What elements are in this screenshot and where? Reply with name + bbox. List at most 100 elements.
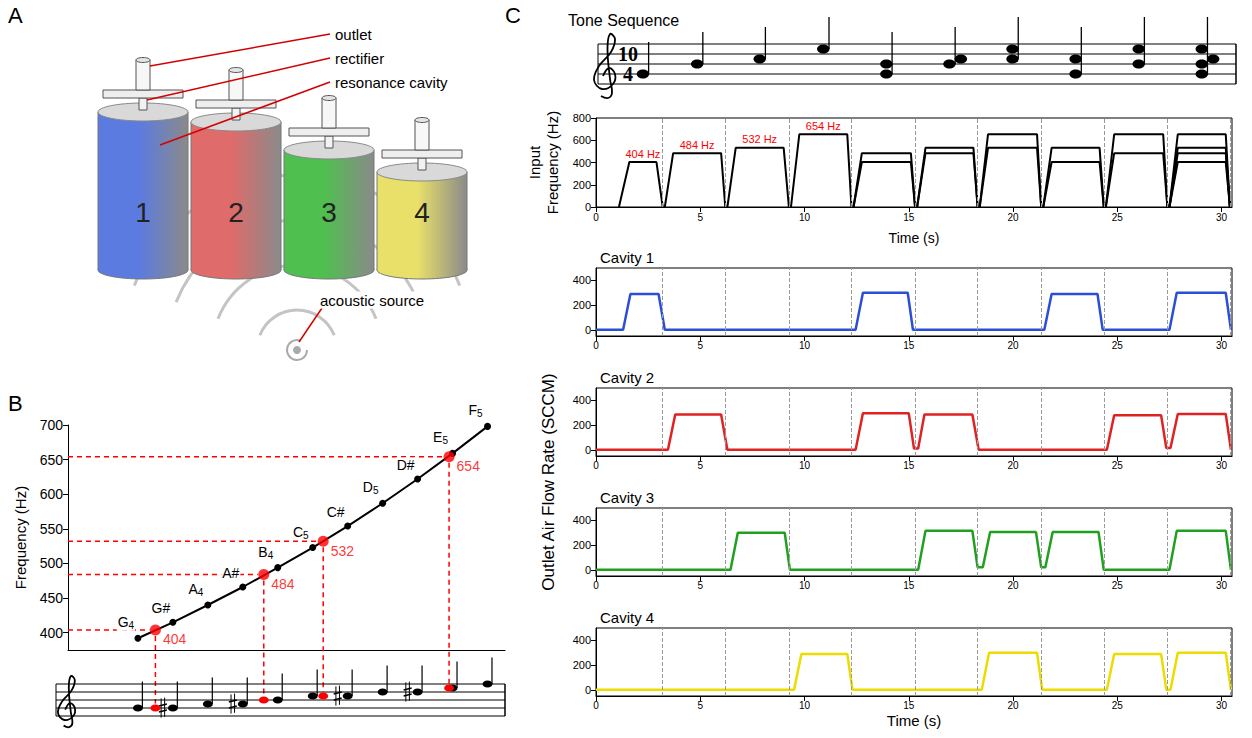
svg-text:0: 0: [593, 340, 599, 351]
svg-text:Frequency (Hz): Frequency (Hz): [12, 486, 29, 589]
svg-text:5: 5: [697, 212, 703, 223]
svg-text:20: 20: [1007, 212, 1019, 223]
svg-text:Cavity 2: Cavity 2: [600, 369, 654, 386]
svg-text:4: 4: [129, 620, 135, 631]
svg-text:15: 15: [903, 212, 915, 223]
svg-text:5: 5: [477, 408, 483, 419]
svg-text:C: C: [505, 3, 521, 28]
svg-text:10: 10: [799, 580, 811, 591]
svg-text:D#: D#: [397, 457, 415, 473]
svg-text:rectifier: rectifier: [335, 50, 384, 67]
svg-text:30: 30: [1216, 460, 1228, 471]
svg-text:654: 654: [457, 458, 481, 474]
svg-text:0: 0: [585, 201, 591, 213]
svg-text:654 Hz: 654 Hz: [806, 120, 841, 132]
svg-text:5: 5: [373, 485, 379, 496]
svg-text:700: 700: [40, 417, 64, 433]
svg-text:532: 532: [331, 543, 355, 559]
svg-text:5: 5: [303, 530, 309, 541]
svg-text:0: 0: [593, 212, 599, 223]
svg-text:4: 4: [623, 63, 633, 85]
svg-text:400: 400: [573, 157, 591, 169]
svg-text:15: 15: [903, 580, 915, 591]
svg-text:10: 10: [799, 212, 811, 223]
svg-text:2: 2: [228, 197, 244, 228]
svg-text:500: 500: [40, 555, 64, 571]
svg-text:Input: Input: [526, 145, 543, 179]
svg-text:200: 200: [573, 299, 591, 311]
svg-text:400: 400: [573, 514, 591, 526]
svg-text:4: 4: [268, 550, 274, 561]
svg-text:25: 25: [1112, 212, 1124, 223]
svg-text:532 Hz: 532 Hz: [742, 133, 777, 145]
svg-text:0: 0: [593, 580, 599, 591]
svg-text:resonance cavity: resonance cavity: [335, 74, 448, 91]
svg-text:Tone Sequence: Tone Sequence: [568, 12, 679, 29]
svg-text:C#: C#: [327, 504, 345, 520]
svg-text:600: 600: [573, 134, 591, 146]
svg-text:A: A: [8, 3, 23, 28]
svg-text:Time (s): Time (s): [889, 230, 940, 246]
svg-text:550: 550: [40, 521, 64, 537]
svg-text:15: 15: [903, 340, 915, 351]
svg-text:25: 25: [1112, 460, 1124, 471]
svg-text:404 Hz: 404 Hz: [625, 148, 660, 160]
svg-text:30: 30: [1216, 580, 1228, 591]
svg-text:200: 200: [573, 179, 591, 191]
svg-text:20: 20: [1007, 340, 1019, 351]
svg-text:400: 400: [40, 625, 64, 641]
svg-text:15: 15: [903, 700, 915, 711]
svg-text:5: 5: [697, 340, 703, 351]
svg-text:Outlet Air Flow Rate (SCCM): Outlet Air Flow Rate (SCCM): [539, 373, 558, 590]
svg-text:10: 10: [799, 340, 811, 351]
svg-text:B: B: [8, 391, 23, 416]
svg-text:Cavity 4: Cavity 4: [600, 609, 654, 626]
svg-text:20: 20: [1007, 580, 1019, 591]
svg-text:F: F: [468, 402, 477, 418]
svg-text:5: 5: [697, 580, 703, 591]
svg-text:30: 30: [1216, 212, 1228, 223]
svg-text:200: 200: [573, 539, 591, 551]
svg-text:10: 10: [618, 43, 638, 65]
svg-text:200: 200: [573, 659, 591, 671]
svg-text:0: 0: [593, 460, 599, 471]
svg-text:400: 400: [573, 634, 591, 646]
svg-text:0: 0: [585, 324, 591, 336]
svg-text:B: B: [258, 544, 267, 560]
svg-text:25: 25: [1112, 580, 1124, 591]
svg-text:650: 650: [40, 452, 64, 468]
svg-text:5: 5: [442, 435, 448, 446]
svg-text:10: 10: [799, 460, 811, 471]
svg-text:450: 450: [40, 590, 64, 606]
svg-text:D: D: [363, 479, 373, 495]
svg-text:600: 600: [40, 486, 64, 502]
svg-text:484: 484: [271, 576, 295, 592]
svg-text:1: 1: [135, 197, 151, 228]
svg-text:30: 30: [1216, 700, 1228, 711]
svg-text:400: 400: [573, 394, 591, 406]
svg-text:404: 404: [163, 631, 187, 647]
svg-text:484 Hz: 484 Hz: [680, 139, 715, 151]
svg-text:G#: G#: [152, 600, 171, 616]
svg-text:4: 4: [414, 197, 430, 228]
svg-text:3: 3: [321, 197, 337, 228]
svg-text:E: E: [433, 429, 442, 445]
svg-text:G: G: [118, 614, 129, 630]
svg-text:0: 0: [585, 684, 591, 696]
svg-text:acoustic source: acoustic source: [320, 292, 424, 309]
svg-text:Cavity 1: Cavity 1: [600, 249, 654, 266]
svg-text:A#: A#: [222, 565, 239, 581]
svg-text:outlet: outlet: [335, 26, 373, 43]
svg-text:10: 10: [799, 700, 811, 711]
svg-text:0: 0: [585, 564, 591, 576]
svg-text:5: 5: [697, 460, 703, 471]
svg-text:800: 800: [573, 112, 591, 124]
svg-text:4: 4: [198, 587, 204, 598]
svg-text:25: 25: [1112, 340, 1124, 351]
svg-text:400: 400: [573, 274, 591, 286]
svg-text:30: 30: [1216, 340, 1228, 351]
svg-text:5: 5: [697, 700, 703, 711]
svg-text:20: 20: [1007, 700, 1019, 711]
svg-text:Time (s): Time (s): [887, 712, 941, 729]
svg-text:0: 0: [593, 700, 599, 711]
